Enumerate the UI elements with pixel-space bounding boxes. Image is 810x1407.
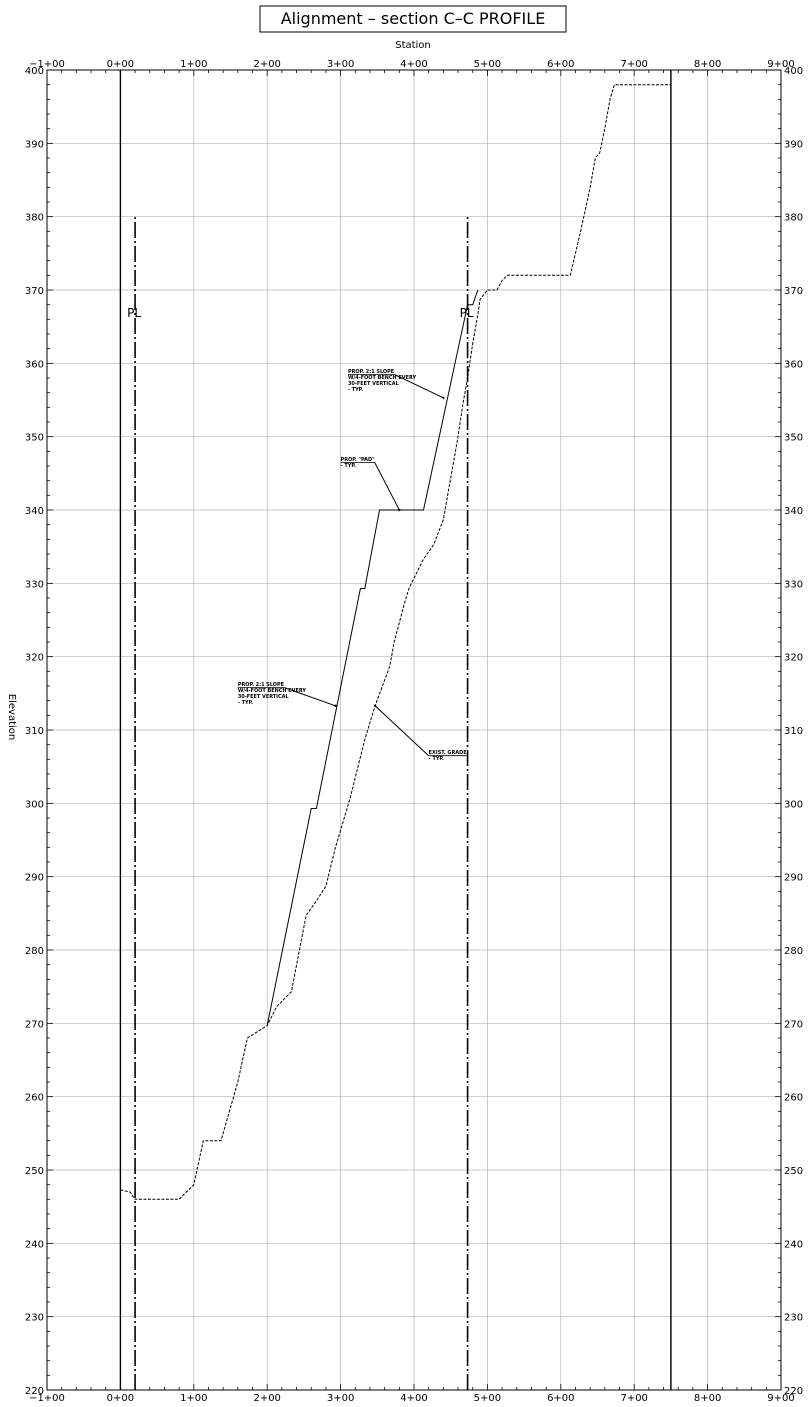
x-tick-label-bottom: 7+00 (620, 1393, 647, 1404)
property-line-label: PL (460, 306, 474, 320)
y-tick-label-right: 330 (784, 579, 803, 590)
y-tick-label-right: 390 (784, 139, 803, 150)
proposed-grade-line (266, 289, 479, 1026)
annotation-text: W/4-FOOT BENCH EVERY (238, 688, 307, 694)
y-tick-label-left: 360 (25, 359, 44, 370)
y-tick-label-right: 240 (784, 1239, 803, 1250)
annotation-text: W/4-FOOT BENCH EVERY (348, 375, 417, 381)
existing-grade-line (120, 84, 671, 1200)
y-tick-label-left: 310 (25, 726, 44, 737)
label-layer: −1+00 −1+00 0+00 0+00 1+00 1+00 2+00 2+00 3+00 3+… (25, 59, 803, 1404)
x-tick-label-top: −1+00 (29, 59, 65, 70)
y-tick-label-right: 260 (784, 1093, 803, 1104)
y-tick-label-right: 360 (784, 359, 803, 370)
y-tick-label-right: 380 (784, 213, 803, 224)
annotation-text: EXIST. GRADE (429, 750, 468, 756)
series-layer (119, 70, 672, 1390)
y-tick-label-right: 350 (784, 433, 803, 444)
y-tick-label-right: 280 (784, 946, 803, 957)
y-axis-title: Elevation (6, 694, 17, 740)
x-tick-label-bottom: 1+00 (180, 1393, 207, 1404)
x-tick-label-bottom: 4+00 (400, 1393, 427, 1404)
y-tick-label-left: 280 (25, 946, 44, 957)
y-tick-label-left: 290 (25, 873, 44, 884)
y-tick-label-left: 250 (25, 1166, 44, 1177)
annotation-leader (393, 373, 444, 399)
y-tick-label-left: 220 (25, 1386, 44, 1397)
annotation-exist-grade: EXIST. GRADE- TYP. (373, 704, 468, 762)
annotation-leader (374, 705, 430, 757)
x-tick-label-top: 9+00 (767, 59, 794, 70)
x-tick-label-top: 1+00 (180, 59, 207, 70)
x-tick-label-top: 4+00 (400, 59, 427, 70)
annotation-leader (374, 462, 400, 511)
y-tick-label-left: 260 (25, 1093, 44, 1104)
property-line-label: PL (127, 306, 141, 320)
annotation-text: - TYP. (348, 387, 363, 393)
annotation-text: - TYP. (429, 756, 444, 762)
annotation-leader-tip (442, 396, 445, 399)
y-tick-label-right: 320 (784, 653, 803, 664)
y-tick-label-right: 250 (784, 1166, 803, 1177)
y-tick-label-left: 400 (25, 66, 44, 77)
x-tick-label-top: 6+00 (547, 59, 574, 70)
y-tick-label-right: 290 (784, 873, 803, 884)
annotation-text: PROP. 2:1 SLOPE (238, 682, 285, 688)
y-tick-label-left: 270 (25, 1019, 44, 1030)
x-tick-label-bottom: −1+00 (29, 1393, 65, 1404)
y-tick-label-left: 300 (25, 799, 44, 810)
x-tick-label-top: 7+00 (620, 59, 647, 70)
y-tick-label-right: 340 (784, 506, 803, 517)
x-tick-label-top: 8+00 (694, 59, 721, 70)
chart-title-box: Alignment – section C–C PROFILE (259, 5, 567, 33)
annotation-text: - TYP. (238, 700, 253, 706)
y-tick-label-left: 240 (25, 1239, 44, 1250)
annotation-leader (283, 687, 336, 707)
annotation-leader-tip (373, 704, 377, 707)
y-tick-label-left: 390 (25, 139, 44, 150)
annotation-text: 30-FEET VERTICAL (348, 381, 400, 387)
x-tick-label-bottom: 6+00 (547, 1393, 574, 1404)
y-tick-label-right: 370 (784, 286, 803, 297)
annotation-text: - TYP. (341, 463, 356, 469)
x-tick-label-top: 5+00 (474, 59, 501, 70)
x-tick-label-top: 3+00 (327, 59, 354, 70)
x-tick-label-top: 0+00 (107, 59, 134, 70)
y-tick-label-right: 220 (784, 1386, 803, 1397)
y-tick-label-right: 310 (784, 726, 803, 737)
y-tick-label-left: 320 (25, 653, 44, 664)
x-tick-label-bottom: 0+00 (107, 1393, 134, 1404)
y-tick-label-left: 330 (25, 579, 44, 590)
y-tick-label-left: 370 (25, 286, 44, 297)
annotation-leader-tip (334, 704, 337, 707)
x-axis-title: Station (395, 40, 431, 51)
y-tick-label-left: 380 (25, 213, 44, 224)
y-tick-label-right: 400 (784, 66, 803, 77)
annotation-text: 30-FEET VERTICAL (238, 694, 290, 700)
y-tick-label-right: 230 (784, 1313, 803, 1324)
x-tick-label-bottom: 3+00 (327, 1393, 354, 1404)
y-tick-label-left: 350 (25, 433, 44, 444)
x-tick-label-bottom: 5+00 (474, 1393, 501, 1404)
y-tick-label-left: 230 (25, 1313, 44, 1324)
annotation-text: PROP. 2:1 SLOPE (348, 369, 395, 375)
x-tick-label-bottom: 8+00 (694, 1393, 721, 1404)
x-tick-label-bottom: 2+00 (253, 1393, 280, 1404)
y-tick-label-right: 300 (784, 799, 803, 810)
chart-title: Alignment – section C–C PROFILE (281, 9, 546, 28)
annotation-pad: PROP. "PAD"- TYP. (340, 457, 401, 512)
annotation-leader-tip (398, 508, 401, 512)
frame-layer (46, 69, 782, 1391)
x-tick-label-top: 2+00 (253, 59, 280, 70)
y-tick-label-left: 340 (25, 506, 44, 517)
y-tick-label-right: 270 (784, 1019, 803, 1030)
annotation-text: PROP. "PAD" (341, 457, 375, 463)
x-tick-label-bottom: 9+00 (767, 1393, 794, 1404)
